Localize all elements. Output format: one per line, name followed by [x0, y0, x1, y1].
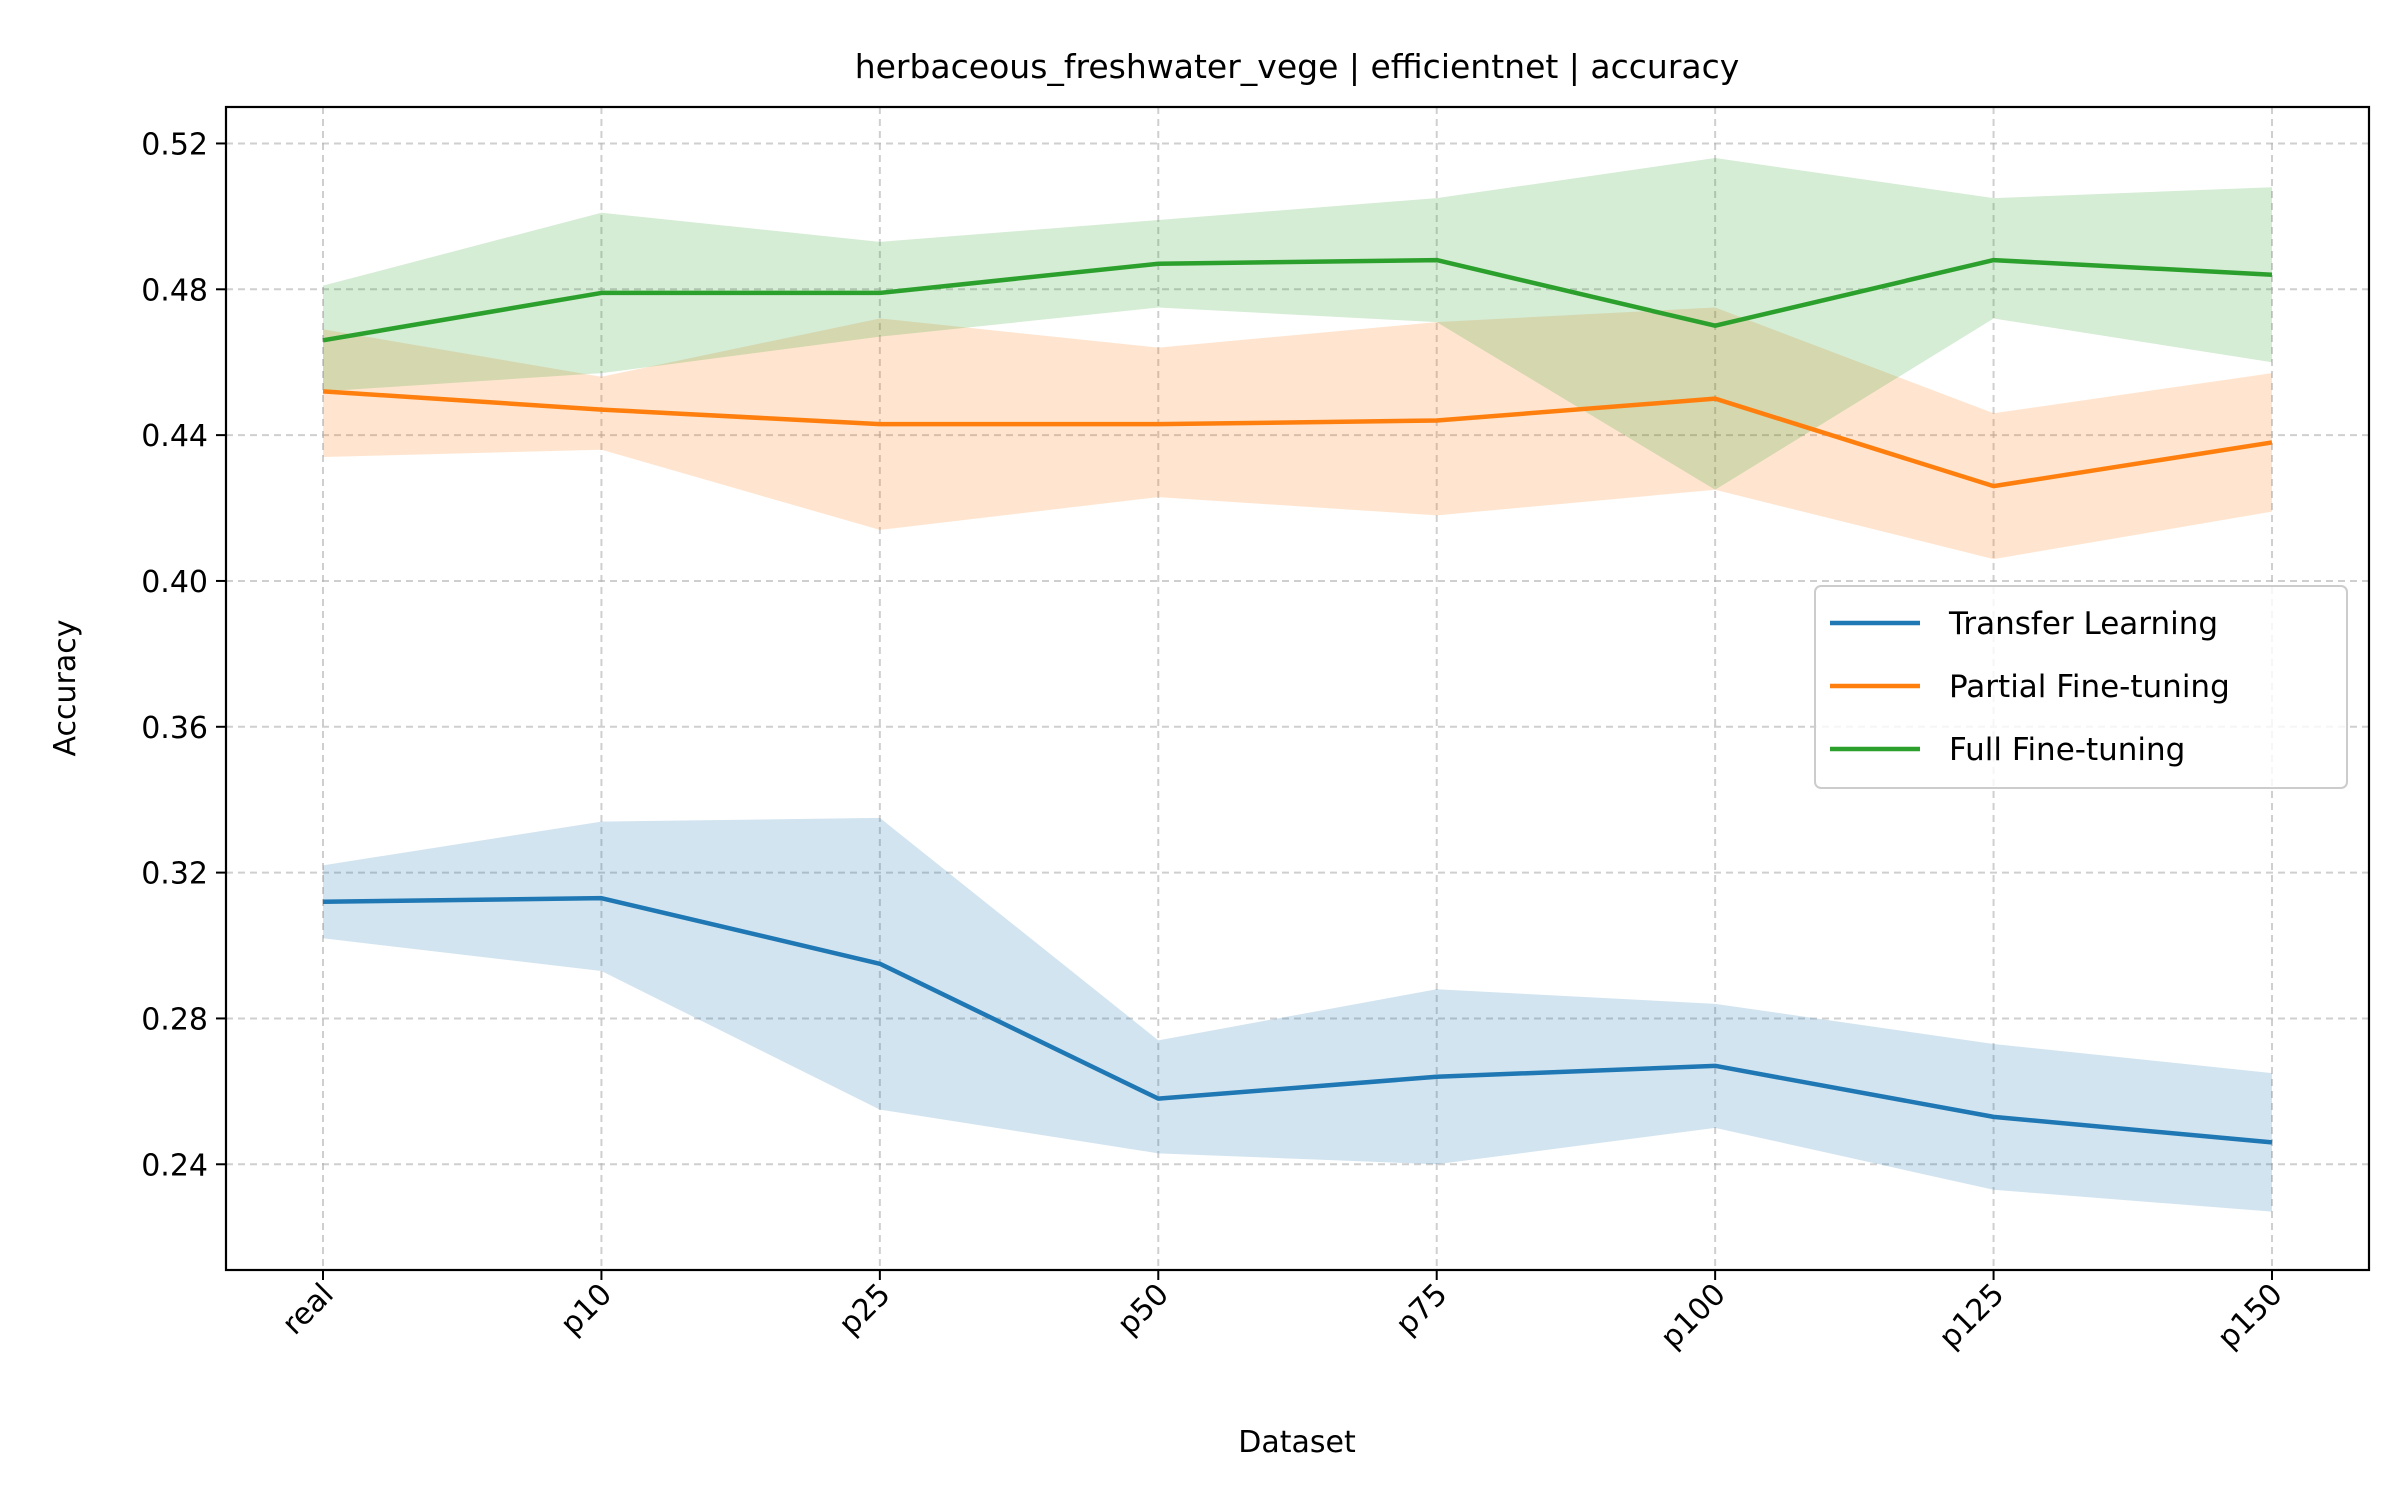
- y-tick-label: 0.28: [141, 1002, 208, 1037]
- confidence-band-1: [323, 307, 2272, 560]
- y-tick-label: 0.52: [141, 127, 208, 162]
- series-line-1: [322, 389, 2273, 489]
- legend: Transfer Learning Partial Fine-tuning Full…: [1814, 585, 2348, 789]
- legend-label-2: Full Fine-tuning: [1949, 732, 2185, 768]
- confidence-band-0: [323, 817, 2272, 1212]
- y-axis-label: Accuracy: [48, 620, 83, 757]
- chart-title: herbaceous_freshwater_vege | efficientne…: [855, 47, 1740, 86]
- series-line-2: [322, 257, 2273, 343]
- confidence-band-2: [323, 158, 2272, 490]
- series-line-0: [322, 895, 2273, 1145]
- y-tick-label: 0.44: [141, 419, 208, 454]
- legend-label-1: Partial Fine-tuning: [1949, 669, 2230, 705]
- legend-label-0: Transfer Learning: [1948, 606, 2218, 642]
- confidence-bands: [323, 158, 2272, 1212]
- y-axis: 0.24 0.28 0.32 0.36 0.40 0.44 0.48 0.52: [141, 127, 226, 1183]
- y-tick-label: 0.48: [141, 273, 208, 308]
- plot-frame: [224, 105, 2371, 1272]
- y-tick-label: 0.24: [141, 1148, 208, 1183]
- y-tick-label: 0.40: [141, 565, 208, 600]
- y-tick-label: 0.32: [141, 857, 208, 892]
- x-axis-label: Dataset: [1238, 1425, 1356, 1460]
- legend-box: [1814, 585, 2348, 789]
- series-lines: [322, 257, 2273, 1145]
- y-tick-label: 0.36: [141, 711, 208, 746]
